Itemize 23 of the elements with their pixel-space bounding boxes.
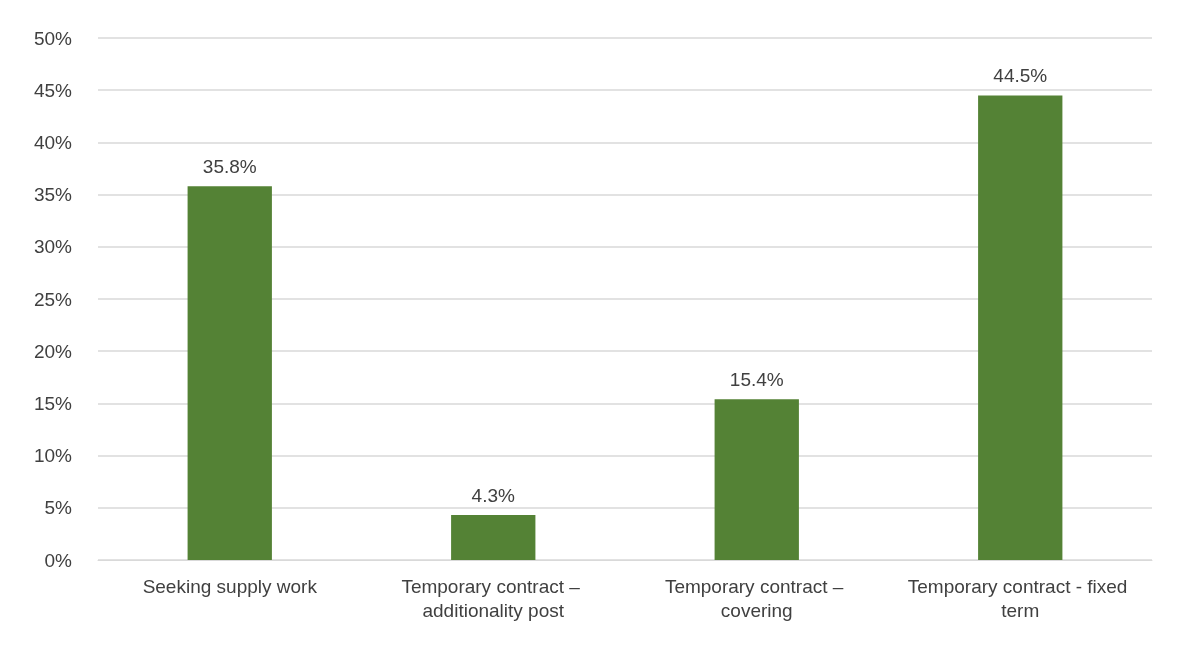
y-tick-label: 15% [33, 392, 73, 414]
x-tick-label: Temporary contract – additionality post [401, 575, 586, 621]
y-tick-label: 50% [33, 27, 73, 49]
bar [187, 186, 272, 560]
y-tick-label: 20% [33, 340, 73, 362]
data-label: 15.4% [729, 369, 784, 391]
bar [978, 95, 1063, 560]
bar [714, 399, 799, 560]
x-tick-label: Seeking supply work [142, 575, 318, 597]
bar [451, 515, 536, 560]
y-tick-label: 25% [33, 288, 73, 310]
x-tick-label: Temporary contract - fixed term [907, 575, 1133, 621]
y-tick-label: 35% [33, 184, 73, 206]
y-tick-label: 40% [33, 131, 73, 153]
y-tick-label: 30% [33, 236, 73, 258]
data-label: 35.8% [202, 156, 257, 178]
x-tick-label: Temporary contract – covering [664, 575, 849, 621]
y-tick-label: 5% [44, 497, 73, 519]
y-tick-label: 10% [33, 445, 73, 467]
data-label: 44.5% [993, 65, 1048, 87]
y-tick-label: 0% [44, 549, 73, 571]
data-label: 4.3% [471, 485, 516, 507]
y-tick-label: 45% [33, 79, 73, 101]
